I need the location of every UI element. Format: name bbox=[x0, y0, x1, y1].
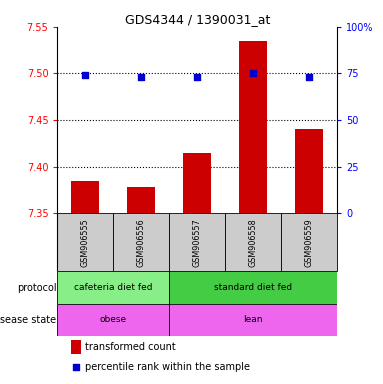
Point bbox=[138, 74, 144, 80]
Bar bbox=[57, 271, 169, 303]
Bar bbox=[57, 213, 113, 271]
Bar bbox=[71, 180, 100, 213]
Text: cafeteria diet fed: cafeteria diet fed bbox=[74, 283, 152, 292]
Bar bbox=[127, 187, 155, 213]
Text: GSM906559: GSM906559 bbox=[304, 218, 314, 267]
Bar bbox=[169, 271, 337, 303]
Text: GSM906555: GSM906555 bbox=[81, 218, 90, 267]
Text: GSM906557: GSM906557 bbox=[193, 218, 202, 267]
Bar bbox=[71, 339, 81, 354]
Point bbox=[194, 74, 200, 80]
Text: lean: lean bbox=[244, 315, 263, 324]
Text: percentile rank within the sample: percentile rank within the sample bbox=[85, 362, 250, 372]
Bar bbox=[169, 213, 225, 271]
Point bbox=[82, 72, 88, 78]
Bar bbox=[113, 213, 169, 271]
Bar bbox=[225, 213, 281, 271]
Text: transformed count: transformed count bbox=[85, 342, 176, 352]
Bar bbox=[169, 303, 337, 336]
Point bbox=[359, 271, 365, 278]
Point bbox=[306, 74, 312, 80]
Text: standard diet fed: standard diet fed bbox=[214, 283, 292, 292]
Text: protocol: protocol bbox=[17, 283, 56, 293]
Text: obese: obese bbox=[100, 315, 127, 324]
Bar bbox=[57, 303, 169, 336]
Bar bbox=[295, 129, 323, 213]
Text: disease state: disease state bbox=[0, 314, 56, 324]
Title: GDS4344 / 1390031_at: GDS4344 / 1390031_at bbox=[124, 13, 270, 26]
Bar bbox=[183, 153, 211, 213]
Bar bbox=[281, 213, 337, 271]
Bar bbox=[239, 41, 267, 213]
Text: GSM906558: GSM906558 bbox=[249, 218, 258, 266]
Point bbox=[250, 70, 256, 76]
Text: GSM906556: GSM906556 bbox=[137, 218, 146, 266]
